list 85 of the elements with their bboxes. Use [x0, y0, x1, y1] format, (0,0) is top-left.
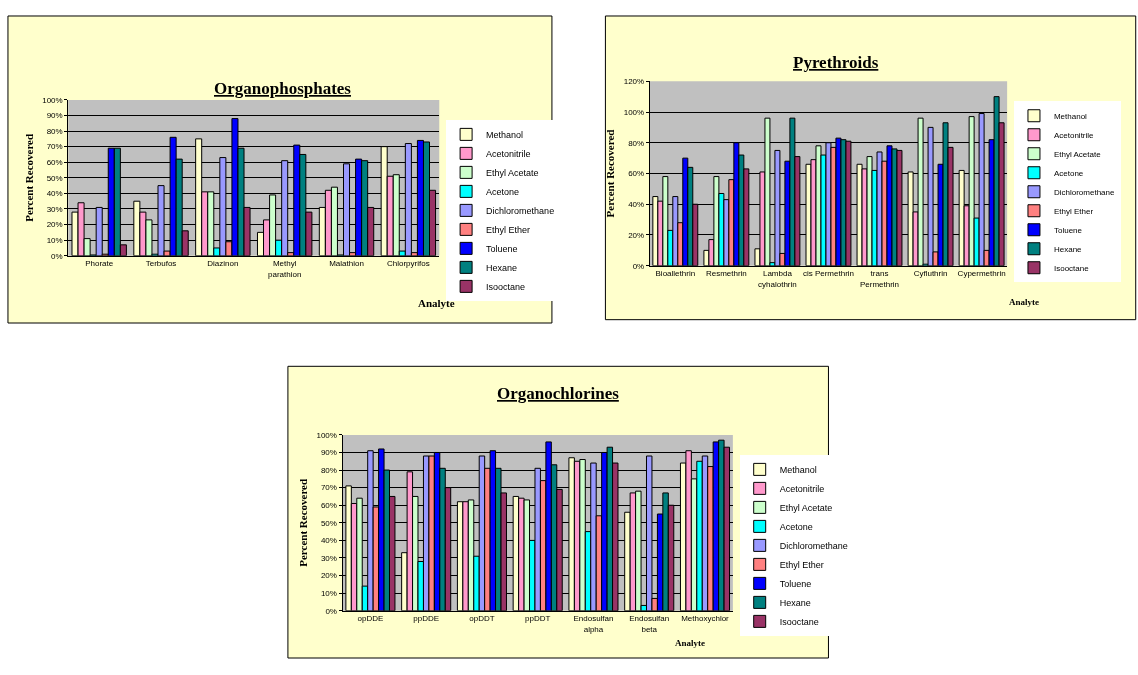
- legend-label: Methanol: [486, 129, 524, 140]
- legend-label: Acetone: [779, 521, 813, 532]
- legend-label: Ethyl Acetate: [486, 167, 539, 178]
- x-tick-label: Lambda cyhalothrin: [758, 269, 797, 289]
- legend-label: Hexane: [1053, 244, 1083, 254]
- y-tick-label: 10%: [320, 588, 337, 598]
- legend-label: Toluene: [1053, 225, 1083, 235]
- legend-label: Hexane: [486, 262, 518, 273]
- x-tick-label: opDDT: [469, 614, 495, 624]
- y-tick-label: 40%: [320, 536, 337, 546]
- legend-label: Ethyl Ether: [486, 224, 531, 235]
- y-tick-label: 50%: [46, 173, 63, 183]
- x-tick-label: Diazinon: [207, 259, 239, 269]
- x-tick-label: opDDE: [357, 614, 384, 624]
- legend-label: Ethyl Acetate: [1053, 149, 1102, 159]
- y-tick-label: 80%: [320, 465, 337, 475]
- y-axis-title: Percent Recovered: [604, 129, 617, 218]
- legend-label: Ethyl Ether: [779, 559, 824, 570]
- x-axis-title: Analyte: [418, 297, 455, 309]
- y-tick-label: 20%: [628, 230, 645, 240]
- x-axis-title: Analyte: [675, 638, 705, 648]
- y-tick-label: 30%: [46, 204, 63, 214]
- legend-label: Methanol: [1053, 111, 1088, 121]
- legend-label: Dichloromethane: [779, 540, 848, 551]
- chart-title: Organochlorines: [497, 384, 620, 403]
- x-tick-label: Cyfluthrin: [913, 269, 948, 279]
- legend-label: Acetonitrile: [779, 483, 825, 494]
- x-tick-label: Methyl parathion: [268, 259, 302, 279]
- y-tick-label: 90%: [320, 448, 337, 458]
- legend-label: Isooctane: [1053, 263, 1090, 273]
- legend-label: Acetonitrile: [486, 148, 531, 159]
- x-tick-label: Resmethrin: [705, 269, 747, 279]
- y-tick-label: 30%: [320, 553, 337, 563]
- legend-label: Hexane: [779, 597, 811, 608]
- y-tick-label: 60%: [46, 158, 63, 168]
- legend-label: Dichloromethane: [486, 205, 555, 216]
- y-tick-label: 0%: [632, 261, 645, 271]
- chart-title: Organophosphates: [214, 79, 352, 98]
- y-tick-label: 60%: [628, 169, 645, 179]
- y-tick-label: 50%: [320, 518, 337, 528]
- x-tick-label: Cypermethrin: [957, 269, 1006, 279]
- y-tick-label: 70%: [320, 483, 337, 493]
- y-tick-label: 100%: [42, 95, 63, 105]
- y-tick-label: 10%: [46, 235, 63, 245]
- y-tick-label: 120%: [623, 77, 645, 87]
- legend-label: Ethyl Acetate: [779, 502, 833, 513]
- x-tick-label: trans Permethrin: [859, 269, 900, 289]
- legend-label: Methanol: [779, 464, 817, 475]
- x-tick-label: Phorate: [85, 259, 114, 269]
- legend-label: Acetonitrile: [1053, 130, 1095, 140]
- legend-label: Toluene: [779, 578, 812, 589]
- chart-title: Pyrethroids: [793, 53, 879, 72]
- y-tick-label: 100%: [316, 430, 337, 440]
- x-tick-label: Methoxychlor: [681, 614, 730, 624]
- legend-label: Dichloromethane: [1053, 187, 1115, 197]
- y-tick-label: 60%: [320, 501, 337, 511]
- legend-label: Toluene: [486, 243, 518, 254]
- y-axis-title: Percent Recovered: [22, 133, 35, 222]
- y-tick-label: 0%: [325, 606, 337, 616]
- x-tick-label: Endosulfan beta: [629, 614, 670, 634]
- x-tick-label: Endosulfan alpha: [573, 614, 614, 634]
- legend-label: Isooctane: [486, 281, 526, 292]
- x-tick-label: ppDDT: [525, 614, 551, 624]
- y-tick-label: 20%: [320, 571, 337, 581]
- y-tick-label: 90%: [46, 111, 63, 121]
- y-tick-label: 100%: [623, 107, 645, 117]
- x-tick-label: ppDDE: [413, 614, 440, 624]
- y-tick-label: 20%: [46, 220, 63, 230]
- y-tick-label: 40%: [46, 189, 63, 199]
- legend-label: Acetone: [486, 186, 520, 197]
- y-tick-label: 0%: [51, 251, 63, 261]
- x-tick-label: Bioallethrin: [655, 269, 696, 279]
- y-axis-title: Percent Recovered: [297, 478, 310, 567]
- x-axis-title: Analyte: [1009, 297, 1039, 307]
- legend-label: Acetone: [1053, 168, 1084, 178]
- x-tick-label: Terbufos: [145, 259, 177, 269]
- y-tick-label: 70%: [46, 142, 63, 152]
- y-tick-label: 80%: [628, 138, 645, 148]
- x-tick-label: Malathion: [329, 259, 364, 269]
- x-tick-label: Chlorpyrifos: [387, 259, 430, 269]
- legend-label: Isooctane: [779, 616, 819, 627]
- y-tick-label: 80%: [46, 126, 63, 136]
- legend-label: Ethyl Ether: [1053, 206, 1094, 216]
- x-tick-label: cis Permethrin: [802, 269, 855, 279]
- y-tick-label: 40%: [628, 200, 645, 210]
